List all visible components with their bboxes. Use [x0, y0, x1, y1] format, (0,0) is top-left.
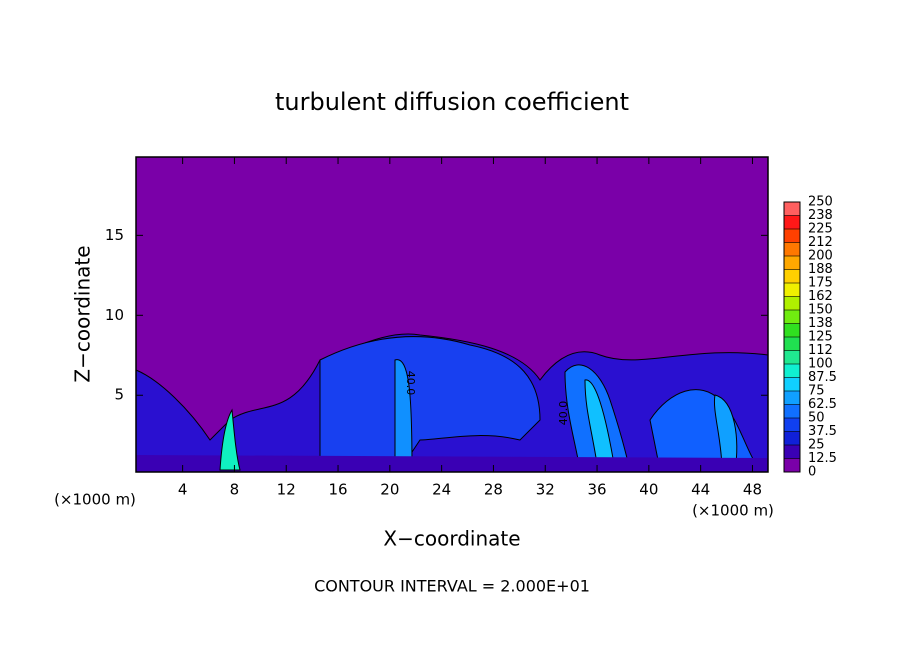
colorbar-label: 162	[808, 289, 833, 304]
x-tick-label: 24	[432, 481, 451, 499]
colorbar-band	[784, 337, 800, 351]
x-tick-label: 44	[691, 481, 710, 499]
contour-label: 40.0	[404, 371, 417, 396]
colorbar-label: 12.5	[808, 451, 837, 466]
field-region	[219, 408, 241, 471]
x-tick-label: 32	[536, 481, 555, 499]
x-tick-label: 4	[178, 481, 188, 499]
x-tick-label: 40	[639, 481, 658, 499]
colorbar-label: 62.5	[808, 397, 837, 412]
colorbar-label: 225	[808, 222, 833, 237]
colorbar-band	[784, 418, 800, 432]
colorbar-label: 150	[808, 303, 833, 318]
colorbar-band	[784, 269, 800, 283]
x-tick-label: 16	[328, 481, 347, 499]
colorbar-label: 50	[808, 411, 825, 426]
colorbar-label: 87.5	[808, 370, 837, 385]
colorbar-label: 138	[808, 316, 833, 331]
x-tick-label: 20	[380, 481, 399, 499]
colorbar-band	[784, 229, 800, 243]
colorbar-band	[784, 323, 800, 337]
y-unit: (×1000 m)	[54, 491, 136, 509]
colorbar-label: 75	[808, 384, 825, 399]
colorbar-label: 200	[808, 249, 833, 264]
colorbar-band	[784, 458, 800, 472]
y-tick-label: 10	[105, 306, 124, 324]
x-tick-label: 8	[230, 481, 240, 499]
field-region	[319, 336, 541, 471]
colorbar-band	[784, 404, 800, 418]
contour-label: 40.0	[557, 401, 570, 426]
colorbar-band	[784, 202, 800, 216]
y-axis-label: Z−coordinate	[71, 245, 95, 382]
colorbar-label: 188	[808, 262, 833, 277]
colorbar-band	[784, 431, 800, 445]
colorbar-label: 25	[808, 438, 825, 453]
colorbar-band	[784, 310, 800, 324]
x-axis-label: X−coordinate	[383, 527, 520, 551]
colorbar-band	[784, 391, 800, 405]
colorbar-label: 212	[808, 235, 833, 250]
colorbar-label: 250	[808, 195, 833, 210]
x-tick-label: 28	[484, 481, 503, 499]
chart-title: turbulent diffusion coefficient	[275, 88, 629, 116]
x-tick-label: 36	[588, 481, 607, 499]
colorbar-band	[784, 283, 800, 297]
field-region	[136, 455, 768, 472]
colorbar-band	[784, 350, 800, 364]
colorbar-label: 175	[808, 276, 833, 291]
colorbar-band	[784, 242, 800, 256]
colorbar-label: 238	[808, 208, 833, 223]
contour-note: CONTOUR INTERVAL = 2.000E+01	[314, 577, 590, 596]
x-tick-label: 12	[277, 481, 296, 499]
colorbar-band	[784, 215, 800, 229]
colorbar-band	[784, 377, 800, 391]
colorbar-band	[784, 296, 800, 310]
x-tick-label: 48	[743, 481, 762, 499]
colorbar-label: 100	[808, 357, 833, 372]
field	[135, 157, 769, 473]
colorbar-band	[784, 445, 800, 459]
y-tick-label: 15	[105, 226, 124, 244]
colorbar-label: 37.5	[808, 424, 837, 439]
colorbar-label: 125	[808, 330, 833, 345]
y-tick-label: 5	[114, 386, 124, 404]
x-unit: (×1000 m)	[692, 502, 774, 520]
plot-frame	[135, 156, 769, 473]
colorbar-band	[784, 256, 800, 270]
colorbar-band	[784, 364, 800, 378]
colorbar-label: 112	[808, 343, 833, 358]
colorbar-label: 0	[808, 465, 816, 480]
